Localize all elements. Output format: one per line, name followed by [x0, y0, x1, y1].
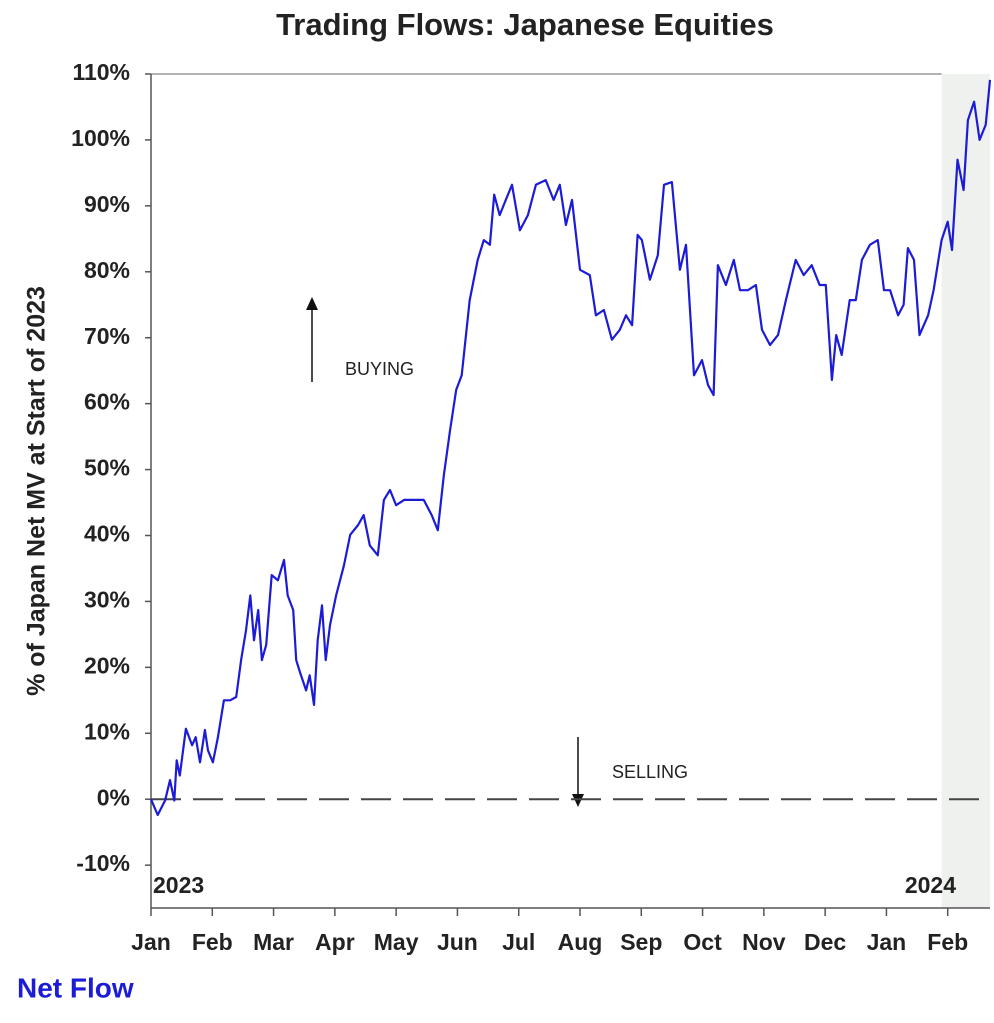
y-tick-label: 90%: [84, 191, 130, 217]
y-tick-label: 70%: [84, 323, 130, 349]
y-tick-label: 40%: [84, 521, 130, 547]
y-tick-label: 0%: [97, 784, 130, 810]
year-label: 2023: [153, 872, 204, 898]
x-tick-label: Mar: [253, 929, 294, 955]
x-tick-label: Aug: [558, 929, 603, 955]
shaded-region: [941, 74, 990, 908]
x-tick-label: Jan: [867, 929, 907, 955]
x-tick-label: Dec: [804, 929, 846, 955]
selling-arrowhead: [572, 794, 584, 807]
x-tick-label: Sep: [620, 929, 662, 955]
y-tick-label: 60%: [84, 389, 130, 415]
y-tick-label: 80%: [84, 257, 130, 283]
y-tick-label: 110%: [72, 59, 130, 85]
year-label: 2024: [905, 872, 956, 898]
x-tick-label: Jul: [502, 929, 535, 955]
x-tick-label: Feb: [927, 929, 968, 955]
y-tick-label: 50%: [84, 455, 130, 481]
chart-title: Trading Flows: Japanese Equities: [276, 7, 774, 42]
x-tick-label: Nov: [742, 929, 786, 955]
x-tick-label: Feb: [192, 929, 233, 955]
y-tick-label: -10%: [76, 850, 130, 876]
legend-label: Net Flow: [17, 972, 134, 1003]
buying-arrowhead: [306, 297, 318, 310]
annotation: SELLING: [612, 762, 688, 782]
y-tick-label: 30%: [84, 587, 130, 613]
line-series: [149, 79, 992, 817]
y-tick-label: 20%: [84, 652, 130, 678]
x-tick-label: Jan: [131, 929, 171, 955]
x-tick-label: Oct: [683, 929, 722, 955]
annotation: BUYING: [345, 359, 414, 379]
x-tick-label: Apr: [315, 929, 355, 955]
x-tick-label: May: [374, 929, 419, 955]
y-tick-label: 100%: [71, 125, 130, 151]
x-tick-label: Jun: [437, 929, 478, 955]
y-tick-label: 10%: [84, 718, 130, 744]
y-axis-label: % of Japan Net MV at Start of 2023: [23, 286, 51, 696]
